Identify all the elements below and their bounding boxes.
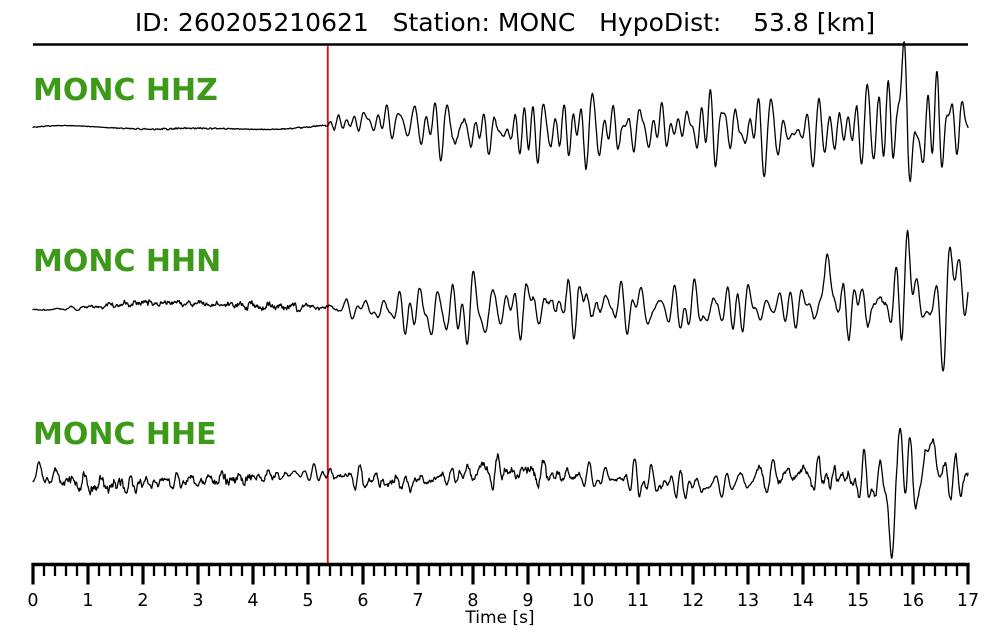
trace-label-monc-hhe: MONC HHE: [33, 417, 217, 452]
tick-label-8: 8: [467, 591, 478, 611]
tick-label-12: 12: [682, 591, 704, 611]
trace-monc-hhz-waveform: [32, 41, 969, 183]
tick-label-14: 14: [792, 591, 814, 611]
tick-label-5: 5: [302, 591, 313, 611]
tick-label-1: 1: [82, 591, 93, 611]
tick-label-10: 10: [572, 591, 594, 611]
x-axis-label: Time [s]: [465, 608, 535, 628]
tick-label-9: 9: [522, 591, 533, 611]
tick-label-6: 6: [357, 591, 368, 611]
trace-monc-hhn-waveform: [32, 229, 969, 372]
tick-label-13: 13: [737, 591, 759, 611]
plot-title: ID: 260205210621 Station: MONC HypoDist:…: [134, 8, 876, 37]
tick-label-17: 17: [957, 591, 979, 611]
tick-label-0: 0: [27, 591, 38, 611]
tick-label-16: 16: [902, 591, 924, 611]
tick-label-11: 11: [627, 591, 649, 611]
trace-label-monc-hhz: MONC HHZ: [33, 73, 218, 108]
tick-label-7: 7: [412, 591, 423, 611]
tick-label-15: 15: [847, 591, 869, 611]
tick-label-3: 3: [192, 591, 203, 611]
trace-label-monc-hhn: MONC HHN: [33, 244, 222, 279]
tick-label-4: 4: [247, 591, 258, 611]
trace-monc-hhe-waveform: [32, 427, 969, 559]
tick-label-2: 2: [137, 591, 148, 611]
